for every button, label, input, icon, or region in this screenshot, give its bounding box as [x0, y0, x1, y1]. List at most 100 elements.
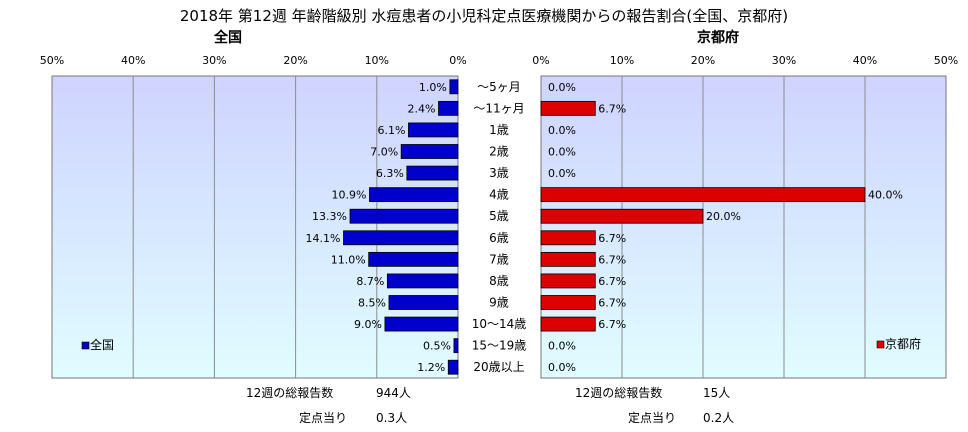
category-label: 15～19歳	[472, 339, 527, 353]
chart-title: 2018年 第12週 年齢階級別 水痘患者の小児科定点医療機関からの報告割合(全…	[180, 7, 788, 25]
kyoto-bar	[540, 100, 596, 116]
kyoto-per-value: 0.2人	[703, 411, 734, 425]
national-bar	[400, 144, 459, 159]
kyoto-data-label: 6.7%	[598, 232, 626, 245]
kyoto-data-labels: 0.0% 6.7% 0.0% 0.0% 0.0% 40.0% 20.0% 6.7% 6.7% 6.…	[548, 81, 903, 374]
national-bar	[449, 79, 459, 95]
category-label: 20歳以上	[473, 360, 524, 374]
kyoto-tick-label: 10%	[610, 54, 634, 67]
national-legend-swatch	[81, 341, 90, 350]
national-data-label: 7.0%	[370, 146, 398, 159]
kyoto-bars	[540, 100, 866, 332]
kyoto-bar	[540, 187, 866, 203]
kyoto-data-label: 6.7%	[598, 318, 626, 331]
national-tick-label: 0%	[449, 54, 466, 67]
national-bar	[369, 187, 459, 203]
kyoto-data-label: 0.0%	[548, 81, 576, 94]
category-label: 2歳	[489, 145, 509, 159]
national-data-label: 1.0%	[419, 81, 447, 94]
kyoto-data-label: 0.0%	[548, 167, 576, 180]
kyoto-summary: 12週の総報告数 15人 定点当り 0.2人	[575, 385, 734, 425]
national-bar	[349, 208, 459, 224]
kyoto-tick-label: 50%	[934, 54, 958, 67]
kyoto-grid	[621, 76, 866, 378]
kyoto-bar	[540, 295, 596, 310]
national-data-label: 1.2%	[417, 361, 445, 374]
kyoto-data-label: 6.7%	[598, 297, 626, 310]
kyoto-tick-label: 30%	[772, 54, 796, 67]
national-tick-label: 40%	[121, 54, 145, 67]
kyoto-panel-title: 京都府	[697, 29, 739, 46]
category-label: 4歳	[489, 188, 509, 202]
category-label: 1歳	[489, 123, 509, 137]
national-data-label: 6.1%	[378, 124, 406, 137]
category-label: ～5ヶ月	[477, 80, 521, 94]
national-data-label: 0.5%	[423, 340, 451, 353]
national-data-label: 6.3%	[376, 167, 404, 180]
category-label: 7歳	[489, 252, 509, 266]
national-tick-label: 50%	[40, 54, 64, 67]
kyoto-legend-label: 京都府	[885, 336, 921, 351]
kyoto-tick-label: 20%	[691, 54, 715, 67]
kyoto-bar	[540, 230, 596, 246]
national-legend-label: 全国	[90, 337, 114, 352]
national-bar	[408, 122, 459, 138]
national-panel: 0% 10% 20% 30% 40% 50% 1.0% 2.4%6.1% 7.0% 6.3% 10…	[40, 54, 467, 379]
kyoto-total-label: 12週の総報告数	[575, 385, 662, 400]
national-total-value: 944人	[376, 386, 411, 400]
national-bar	[447, 359, 459, 375]
national-bars	[343, 79, 459, 375]
national-tick-labels: 0% 10% 20% 30% 40% 50%	[40, 54, 467, 67]
national-data-label: 10.9%	[332, 189, 367, 202]
kyoto-legend: 京都府	[876, 336, 921, 351]
national-bar	[384, 316, 459, 332]
national-summary: 12週の総報告数 944人 定点当り 0.3人	[246, 385, 411, 425]
category-label: 6歳	[489, 231, 509, 245]
national-tick-label: 30%	[202, 54, 226, 67]
kyoto-bar	[540, 251, 596, 267]
national-data-label: 2.4%	[408, 102, 436, 115]
national-bar	[368, 251, 459, 267]
national-data-label: 14.1%	[306, 232, 341, 245]
category-label: 9歳	[489, 296, 509, 310]
category-label: 8歳	[489, 274, 509, 288]
national-per-value: 0.3人	[376, 411, 407, 425]
kyoto-data-label: 0.0%	[548, 361, 576, 374]
kyoto-plot-area	[540, 75, 947, 379]
national-bar	[343, 230, 459, 246]
kyoto-bar	[540, 273, 596, 289]
category-label: 3歳	[489, 166, 509, 180]
category-label: ～11ヶ月	[473, 101, 524, 115]
kyoto-data-label: 40.0%	[868, 189, 903, 202]
national-panel-title: 全国	[213, 29, 242, 46]
kyoto-tick-label: 40%	[853, 54, 877, 67]
national-bar	[453, 338, 459, 354]
national-data-labels: 1.0% 2.4%6.1% 7.0% 6.3% 10.9% 13.3% 14.1% 11.0%…	[306, 81, 451, 374]
national-data-label: 8.5%	[358, 297, 386, 310]
kyoto-data-label: 20.0%	[706, 210, 741, 223]
kyoto-total-value: 15人	[703, 386, 730, 400]
kyoto-data-label: 6.7%	[598, 102, 626, 115]
kyoto-tick-labels: 0% 10% 20% 30% 40% 50%	[532, 54, 958, 67]
national-plot-area	[51, 75, 459, 379]
national-data-label: 13.3%	[312, 210, 347, 223]
kyoto-per-label: 定点当り	[628, 410, 676, 425]
kyoto-data-label: 6.7%	[598, 253, 626, 266]
national-data-label: 8.7%	[356, 275, 384, 288]
national-bar	[388, 295, 459, 310]
national-tick-label: 10%	[365, 54, 389, 67]
category-label: 5歳	[489, 209, 509, 223]
kyoto-data-label: 0.0%	[548, 146, 576, 159]
national-data-label: 11.0%	[331, 253, 366, 266]
national-bar	[406, 165, 459, 181]
kyoto-data-label: 0.0%	[548, 340, 576, 353]
national-tick-label: 20%	[283, 54, 307, 67]
category-labels: ～5ヶ月 ～11ヶ月 1歳 2歳 3歳 4歳 5歳 6歳 7歳 8歳 9歳 10～14歳 15～19歳 2…	[472, 80, 527, 374]
national-data-label: 9.0%	[354, 318, 382, 331]
national-total-label: 12週の総報告数	[246, 385, 333, 400]
kyoto-data-label: 6.7%	[598, 275, 626, 288]
kyoto-bar	[540, 208, 704, 224]
national-bar	[438, 100, 459, 116]
